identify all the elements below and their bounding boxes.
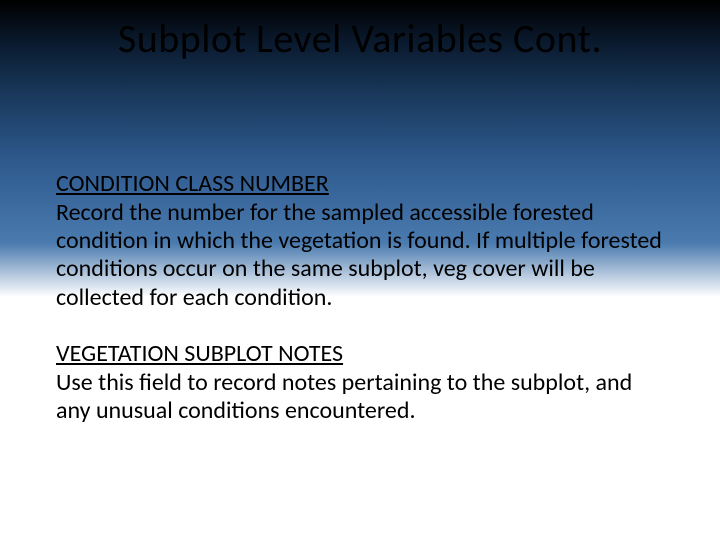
section-2: VEGETATION SUBPLOT NOTES Use this field … [56, 340, 664, 425]
slide: Subplot Level Variables Cont. CONDITION … [0, 0, 720, 540]
section-2-body: Use this field to record notes pertainin… [56, 369, 664, 426]
slide-title: Subplot Level Variables Cont. [0, 14, 720, 63]
section-2-heading: VEGETATION SUBPLOT NOTES [56, 340, 664, 369]
title-area: Subplot Level Variables Cont. [0, 14, 720, 63]
body-area: CONDITION CLASS NUMBER Record the number… [56, 170, 664, 453]
section-1-body: Record the number for the sampled access… [56, 199, 664, 312]
section-1-heading: CONDITION CLASS NUMBER [56, 170, 664, 199]
section-1: CONDITION CLASS NUMBER Record the number… [56, 170, 664, 312]
